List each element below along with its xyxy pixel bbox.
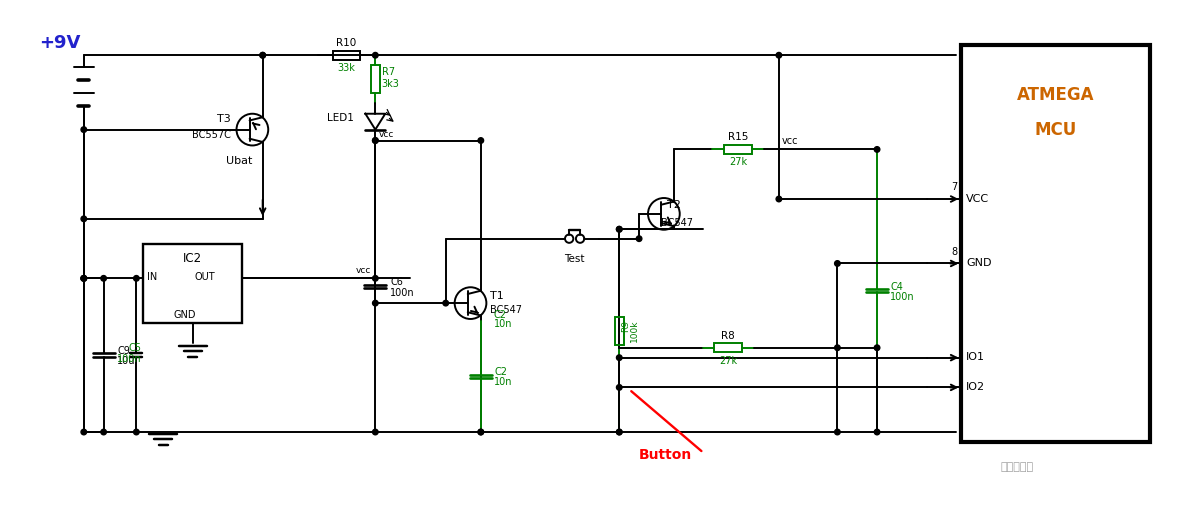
Text: MCU: MCU xyxy=(1034,120,1076,139)
Text: BC557C: BC557C xyxy=(192,130,231,140)
Circle shape xyxy=(373,429,378,435)
Circle shape xyxy=(875,429,880,435)
Text: T2: T2 xyxy=(667,200,680,210)
Circle shape xyxy=(101,276,106,281)
Circle shape xyxy=(835,345,841,351)
Text: BC547: BC547 xyxy=(661,218,693,228)
Circle shape xyxy=(133,429,139,435)
Text: R7: R7 xyxy=(382,67,395,77)
Bar xyxy=(144,244,243,323)
Circle shape xyxy=(259,52,265,58)
Text: Test: Test xyxy=(565,253,585,264)
Circle shape xyxy=(373,138,378,143)
Text: C2: C2 xyxy=(494,367,507,377)
Text: 3k3: 3k3 xyxy=(382,79,400,89)
Text: 100n: 100n xyxy=(390,288,415,298)
Text: C9: C9 xyxy=(117,346,130,356)
Bar xyxy=(332,51,361,59)
Text: LED1: LED1 xyxy=(327,113,354,123)
Circle shape xyxy=(81,216,86,222)
Text: 27k: 27k xyxy=(719,356,737,366)
Circle shape xyxy=(443,300,448,306)
Bar xyxy=(724,145,752,154)
Text: ATMEGA: ATMEGA xyxy=(1016,86,1094,104)
Text: IO1: IO1 xyxy=(967,352,986,362)
Text: 100n: 100n xyxy=(890,292,915,302)
Circle shape xyxy=(477,138,483,143)
Circle shape xyxy=(81,429,86,435)
Text: T3: T3 xyxy=(217,114,231,124)
Text: vcc: vcc xyxy=(782,136,798,146)
Circle shape xyxy=(617,429,623,435)
Circle shape xyxy=(101,429,106,435)
Text: 7: 7 xyxy=(951,182,957,192)
Circle shape xyxy=(875,345,880,351)
Circle shape xyxy=(637,236,641,241)
Text: IC2: IC2 xyxy=(183,252,203,265)
Circle shape xyxy=(81,276,86,281)
Text: VCC: VCC xyxy=(967,193,989,204)
Circle shape xyxy=(617,355,623,360)
Bar xyxy=(371,65,380,93)
Text: R9: R9 xyxy=(620,320,630,332)
Text: Ubat: Ubat xyxy=(226,156,252,166)
Text: IO2: IO2 xyxy=(967,382,986,392)
Circle shape xyxy=(617,226,623,232)
Text: C6: C6 xyxy=(390,277,403,287)
Circle shape xyxy=(875,147,880,152)
Circle shape xyxy=(617,226,623,232)
Circle shape xyxy=(373,52,378,58)
Circle shape xyxy=(776,52,782,58)
Circle shape xyxy=(259,52,265,58)
Circle shape xyxy=(477,429,483,435)
Circle shape xyxy=(81,276,86,281)
Text: T1: T1 xyxy=(490,291,505,301)
Circle shape xyxy=(373,138,378,143)
Text: R15: R15 xyxy=(729,132,749,143)
Circle shape xyxy=(617,385,623,390)
Text: 27k: 27k xyxy=(729,157,747,168)
Text: 硬件笔记本: 硬件笔记本 xyxy=(1001,462,1034,472)
Text: vcc: vcc xyxy=(378,130,394,139)
Bar xyxy=(961,45,1150,442)
Text: vcc: vcc xyxy=(356,266,371,276)
Text: R8: R8 xyxy=(722,331,736,341)
Circle shape xyxy=(81,127,86,132)
Text: GND: GND xyxy=(173,310,196,320)
Bar xyxy=(714,343,743,352)
Text: 33k: 33k xyxy=(337,63,356,73)
Text: 10n: 10n xyxy=(494,320,512,329)
Circle shape xyxy=(835,261,841,266)
Circle shape xyxy=(477,429,483,435)
Bar xyxy=(614,317,624,344)
Circle shape xyxy=(835,429,841,435)
Text: IN: IN xyxy=(147,272,158,282)
Text: C4: C4 xyxy=(890,282,903,292)
Text: Button: Button xyxy=(639,448,692,462)
Circle shape xyxy=(81,276,86,281)
Text: 10u: 10u xyxy=(117,356,136,366)
Text: C5: C5 xyxy=(129,343,141,353)
Text: OUT: OUT xyxy=(195,272,216,282)
Text: R10: R10 xyxy=(336,38,357,48)
Circle shape xyxy=(373,276,378,281)
Circle shape xyxy=(776,196,782,202)
Circle shape xyxy=(373,300,378,306)
Circle shape xyxy=(133,276,139,281)
Text: 100k: 100k xyxy=(630,320,639,342)
Text: +9V: +9V xyxy=(39,34,80,52)
Text: 100n: 100n xyxy=(117,354,141,364)
Circle shape xyxy=(617,429,623,435)
Text: 10n: 10n xyxy=(494,377,513,387)
Text: GND: GND xyxy=(967,258,992,268)
Text: C2: C2 xyxy=(494,311,507,321)
Text: BC547: BC547 xyxy=(490,305,522,315)
Text: 8: 8 xyxy=(951,247,957,256)
